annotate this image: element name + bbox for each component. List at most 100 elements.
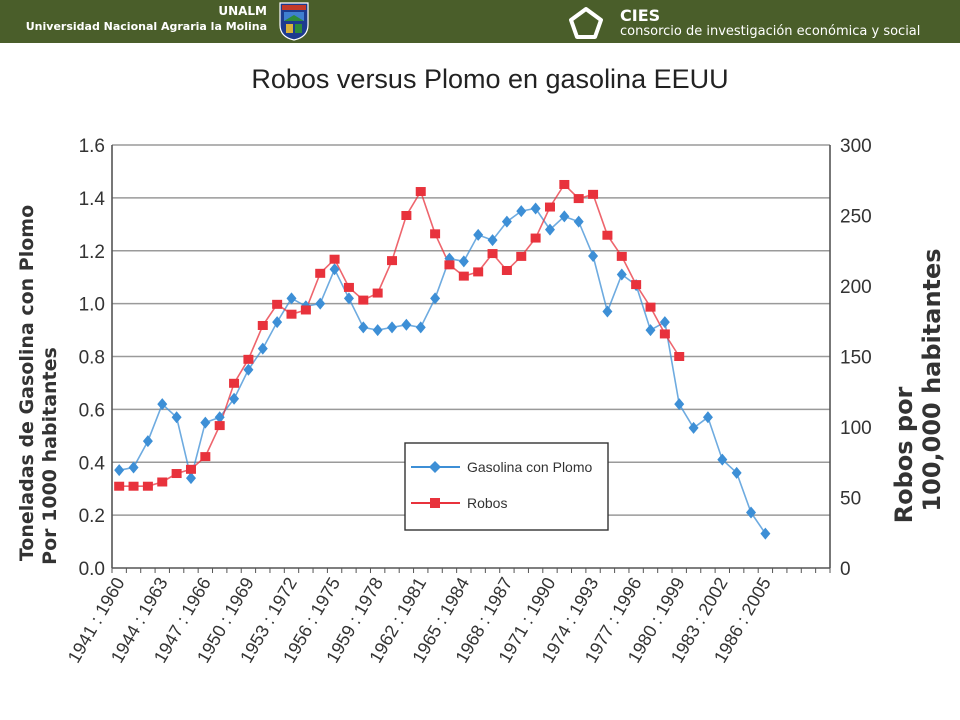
gasoline-point bbox=[171, 411, 182, 424]
series-lines bbox=[119, 183, 767, 535]
right-tick-label: 300 bbox=[840, 136, 872, 157]
right-tick-label: 0 bbox=[840, 559, 851, 580]
robbery-point bbox=[358, 295, 369, 305]
legend-gasoline-label: Gasolina con Plomo bbox=[467, 459, 593, 475]
robbery-point bbox=[501, 265, 512, 275]
left-tick-label: 0.8 bbox=[79, 348, 105, 369]
left-tick-label: 0.2 bbox=[79, 506, 105, 527]
left-tick-label: 0.4 bbox=[79, 453, 106, 474]
robbery-point bbox=[674, 352, 685, 361]
left-axis-ticks: 0.0 0.2 0.4 0.6 0.8 1.0 1.2 1.4 1.6 bbox=[79, 136, 106, 580]
robbery-point bbox=[128, 481, 139, 491]
robbery-point bbox=[315, 268, 326, 278]
robbery-point bbox=[487, 249, 498, 259]
gasoline-point bbox=[372, 324, 383, 337]
left-axis-label-line1: Toneladas de Gasolina con Plomo bbox=[16, 205, 38, 561]
robbery-point bbox=[544, 202, 555, 212]
gasoline-point bbox=[659, 316, 670, 329]
chart-title: Robos versus Plomo en gasolina EEUU bbox=[251, 64, 728, 94]
robbery-point bbox=[343, 282, 354, 292]
chart-legend: Gasolina con Plomo Robos bbox=[404, 442, 609, 531]
gasoline-point bbox=[128, 461, 139, 474]
lead-robbery-chart: Robos versus Plomo en gasolina EEUU 0.00… bbox=[16, 64, 946, 666]
robbery-point bbox=[229, 378, 240, 388]
gasoline-point bbox=[229, 392, 240, 405]
gasoline-point bbox=[760, 527, 771, 540]
header-bar: UNALM Universidad Nacional Agraria la Mo… bbox=[0, 0, 960, 43]
gasoline-point bbox=[358, 321, 369, 334]
series-line bbox=[119, 183, 680, 488]
legend-gasoline-marker bbox=[429, 461, 441, 473]
gasoline-point bbox=[257, 342, 268, 355]
robbery-point bbox=[659, 329, 670, 339]
robbery-point bbox=[114, 481, 125, 491]
robbery-point bbox=[214, 421, 225, 431]
robbery-point bbox=[387, 256, 398, 266]
robbery-point bbox=[602, 230, 613, 240]
chart-grid bbox=[111, 144, 831, 573]
gasoline-point bbox=[573, 215, 584, 228]
gasoline-point bbox=[157, 398, 168, 411]
robbery-point bbox=[272, 299, 283, 309]
gasoline-point bbox=[588, 250, 599, 263]
robbery-point bbox=[631, 280, 642, 290]
gasoline-point bbox=[243, 363, 254, 376]
left-axis-label-line2: Por 1000 habitantes bbox=[39, 347, 61, 565]
gasoline-point bbox=[602, 305, 613, 318]
robbery-point bbox=[616, 251, 627, 261]
robbery-point bbox=[444, 260, 455, 270]
cies-block: CIES consorcio de investigación económic… bbox=[620, 7, 920, 40]
right-tick-label: 250 bbox=[840, 207, 872, 228]
gasoline-point bbox=[717, 453, 728, 466]
right-tick-label: 100 bbox=[840, 418, 872, 439]
robbery-point bbox=[401, 211, 412, 220]
gasoline-point bbox=[286, 292, 297, 305]
cies-full: consorcio de investigación económica y s… bbox=[620, 24, 921, 39]
robbery-point bbox=[329, 254, 340, 264]
gasoline-point bbox=[516, 205, 527, 218]
robbery-point bbox=[559, 179, 570, 189]
robbery-point bbox=[157, 477, 168, 487]
gasoline-point bbox=[142, 435, 153, 448]
right-axis-label-line1: Robos por bbox=[890, 386, 918, 523]
cies-short: CIES bbox=[620, 6, 661, 25]
gasoline-point bbox=[200, 416, 211, 429]
legend-robbery-marker bbox=[430, 498, 440, 508]
gasoline-point bbox=[616, 268, 627, 281]
gasoline-point bbox=[501, 215, 512, 228]
gasoline-point bbox=[272, 316, 283, 329]
robbery-point bbox=[473, 267, 484, 277]
robbery-point bbox=[185, 464, 196, 474]
unalm-crest-icon bbox=[279, 2, 309, 41]
robbery-point bbox=[142, 481, 153, 491]
unalm-short: UNALM bbox=[218, 4, 267, 18]
right-tick-label: 50 bbox=[840, 489, 861, 510]
robbery-point bbox=[415, 187, 426, 197]
right-tick-label: 150 bbox=[840, 348, 872, 369]
left-tick-label: 0.6 bbox=[79, 400, 105, 421]
robbery-point bbox=[430, 229, 441, 239]
gasoline-point bbox=[544, 223, 555, 236]
robbery-point bbox=[588, 189, 599, 199]
unalm-block: UNALM Universidad Nacional Agraria la Mo… bbox=[26, 4, 267, 34]
gasoline-point bbox=[458, 255, 469, 268]
left-tick-label: 1.2 bbox=[79, 242, 105, 263]
robbery-point bbox=[530, 233, 541, 243]
legend-box bbox=[404, 442, 609, 531]
right-axis-ticks: 0 50 100 150 200 250 300 bbox=[840, 136, 872, 580]
cies-logo-icon bbox=[569, 7, 603, 39]
robbery-point bbox=[458, 271, 469, 281]
series-markers bbox=[114, 179, 771, 540]
robbery-point bbox=[286, 309, 297, 319]
gasoline-point bbox=[387, 321, 398, 334]
gasoline-point bbox=[746, 506, 757, 519]
gasoline-point bbox=[430, 292, 441, 305]
gasoline-point bbox=[114, 464, 125, 477]
gasoline-point bbox=[415, 321, 426, 334]
unalm-full: Universidad Nacional Agraria la Molina bbox=[25, 20, 267, 33]
gasoline-point bbox=[343, 292, 354, 305]
right-axis-label-line2: 100,000 habitantes bbox=[918, 248, 946, 511]
gasoline-point bbox=[688, 421, 699, 434]
robbery-point bbox=[516, 251, 527, 261]
